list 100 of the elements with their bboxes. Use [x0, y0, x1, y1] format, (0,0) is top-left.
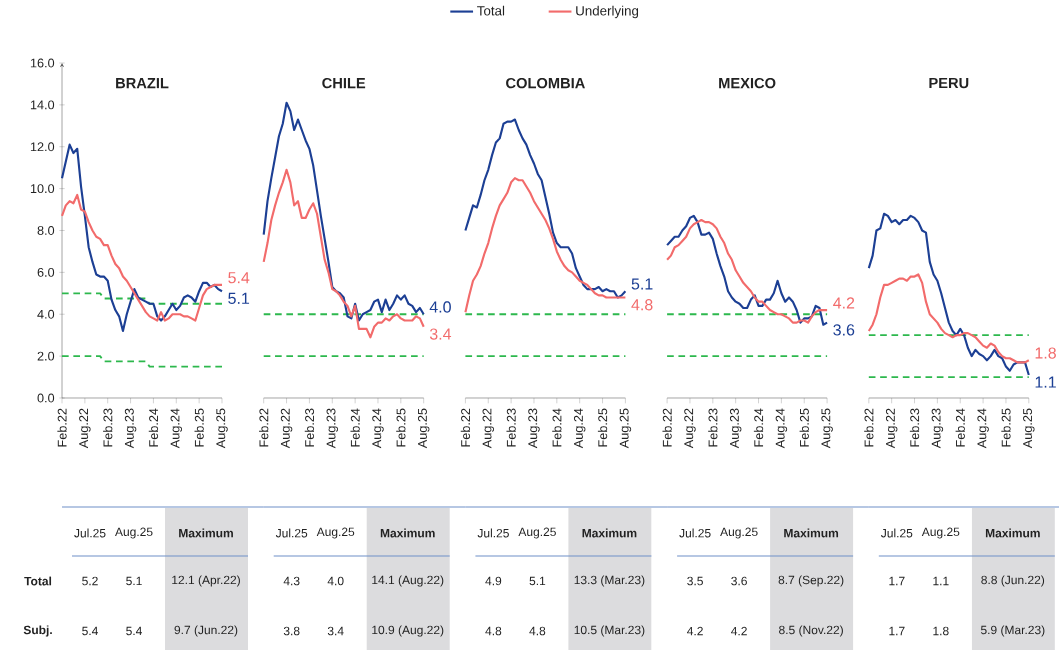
- text: 10.5 (Mar.23): [574, 625, 645, 637]
- text: 10.9 (Aug.22): [372, 625, 444, 637]
- x-tick-label: Feb.23: [304, 408, 315, 447]
- x-tick-label: Aug.22: [885, 408, 898, 449]
- text: Aug.25: [518, 527, 556, 539]
- x-tick-label: Aug.22: [79, 408, 91, 449]
- y-tick-label: 6.0: [37, 267, 55, 277]
- text: Jul.25: [74, 528, 106, 538]
- text: 9.7 (Jun.22): [174, 625, 238, 637]
- text: Jul.25: [275, 528, 308, 538]
- y-tick-label: 2.0: [37, 351, 55, 361]
- data-label: 1.1: [1035, 376, 1056, 388]
- legend-label: Total: [477, 5, 505, 16]
- data-label: 5.1: [228, 292, 250, 304]
- text: 4.0: [327, 576, 344, 586]
- x-tick-label: Feb.22: [57, 408, 67, 447]
- y-tick-label: 16.0: [30, 58, 55, 68]
- y-tick-label: 14.0: [30, 100, 55, 110]
- x-tick-label: Aug.25: [619, 408, 632, 449]
- x-tick-label: Aug.22: [684, 408, 696, 449]
- text: Maximum: [985, 528, 1040, 538]
- text: COLOMBIA: [506, 77, 585, 89]
- text: Total: [24, 576, 52, 586]
- legend-label: Underlying: [576, 5, 639, 19]
- x-tick-label: Aug.23: [931, 408, 944, 449]
- text: Jul.25: [880, 528, 913, 538]
- x-tick-label: Aug.25: [821, 408, 833, 449]
- text: BRAZIL: [116, 78, 169, 89]
- data-label: 4.8: [631, 299, 653, 311]
- x-tick-label: Feb.22: [662, 408, 672, 447]
- text: Maximum: [784, 528, 839, 538]
- text: 5.1: [126, 576, 142, 586]
- x-tick-label: Aug.23: [326, 408, 339, 449]
- text: 8.7 (Sep.22): [778, 575, 844, 587]
- x-tick-label: Feb.25: [194, 408, 204, 447]
- x-tick-label: Feb.24: [350, 408, 360, 447]
- text: Aug.25: [115, 527, 153, 539]
- x-tick-label: Aug.24: [977, 408, 989, 449]
- x-tick-label: Aug.24: [372, 408, 384, 449]
- x-tick-label: Aug.24: [573, 408, 586, 449]
- text: 3.5: [687, 576, 703, 586]
- text: Aug.25: [921, 527, 960, 539]
- text: 14.1 (Aug.22): [372, 575, 444, 587]
- text: Aug.25: [316, 527, 355, 539]
- text: 5.4: [126, 626, 142, 636]
- text: Maximum: [380, 528, 435, 538]
- x-tick-label: Aug.23: [528, 408, 540, 449]
- text: 12.1 (Apr.22): [172, 575, 240, 587]
- text: 1.8: [933, 626, 949, 636]
- x-tick-label: Feb.24: [753, 408, 764, 447]
- x-tick-label: Feb.24: [552, 408, 562, 447]
- y-tick-label: 12.0: [30, 142, 55, 152]
- data-label: 5.4: [228, 272, 250, 284]
- y-tick-label: 8.0: [37, 226, 55, 235]
- text: 13.3 (Mar.23): [574, 575, 645, 587]
- x-tick-label: Feb.25: [1001, 408, 1011, 447]
- text: 3.4: [327, 626, 344, 636]
- x-tick-label: Aug.22: [482, 408, 495, 449]
- y-tick-label: 0.0: [37, 393, 55, 403]
- x-tick-label: Aug.24: [170, 408, 183, 449]
- y-tick-label: 10.0: [30, 184, 55, 194]
- data-label: 5.1: [631, 278, 653, 290]
- x-tick-label: Feb.25: [597, 408, 608, 447]
- text: Jul.25: [477, 528, 509, 538]
- x-tick-label: Aug.25: [1023, 408, 1035, 449]
- x-tick-label: Feb.23: [506, 408, 516, 447]
- text: 5.9 (Mar.23): [980, 625, 1045, 637]
- x-tick-label: Aug.25: [216, 408, 228, 449]
- data-label: 1.8: [1035, 347, 1056, 359]
- x-tick-label: Feb.23: [708, 408, 718, 447]
- x-tick-label: Feb.24: [955, 408, 965, 447]
- text: PERU: [929, 77, 969, 89]
- x-tick-label: Feb.23: [909, 408, 920, 447]
- x-tick-label: Aug.23: [124, 408, 137, 449]
- x-tick-label: Aug.24: [775, 408, 788, 449]
- text: 3.6: [731, 576, 747, 586]
- text: 5.2: [82, 576, 98, 586]
- text: CHILE: [322, 77, 366, 89]
- x-tick-label: Aug.22: [280, 408, 293, 449]
- text: 5.1: [529, 576, 546, 586]
- x-tick-label: Aug.23: [729, 408, 742, 449]
- x-tick-label: Feb.23: [103, 408, 113, 447]
- x-tick-label: Feb.25: [396, 408, 406, 447]
- x-tick-label: Feb.22: [460, 408, 471, 447]
- x-tick-label: Feb.22: [259, 408, 269, 447]
- text: 3.8: [283, 626, 300, 636]
- text: 1.7: [889, 576, 905, 586]
- text: Maximum: [179, 528, 233, 538]
- x-tick-label: Feb.22: [864, 408, 874, 447]
- text: 1.1: [933, 576, 949, 586]
- x-tick-label: Feb.24: [148, 408, 159, 447]
- text: 8.8 (Jun.22): [981, 575, 1045, 587]
- text: MEXICO: [719, 77, 776, 89]
- text: 5.4: [82, 626, 98, 636]
- text: 4.2: [731, 626, 747, 636]
- text: Maximum: [582, 528, 637, 538]
- x-tick-label: Feb.25: [799, 408, 809, 447]
- text: 4.9: [485, 576, 502, 586]
- data-label: 4.2: [833, 297, 855, 309]
- text: 8.5 (Nov.22): [779, 625, 843, 637]
